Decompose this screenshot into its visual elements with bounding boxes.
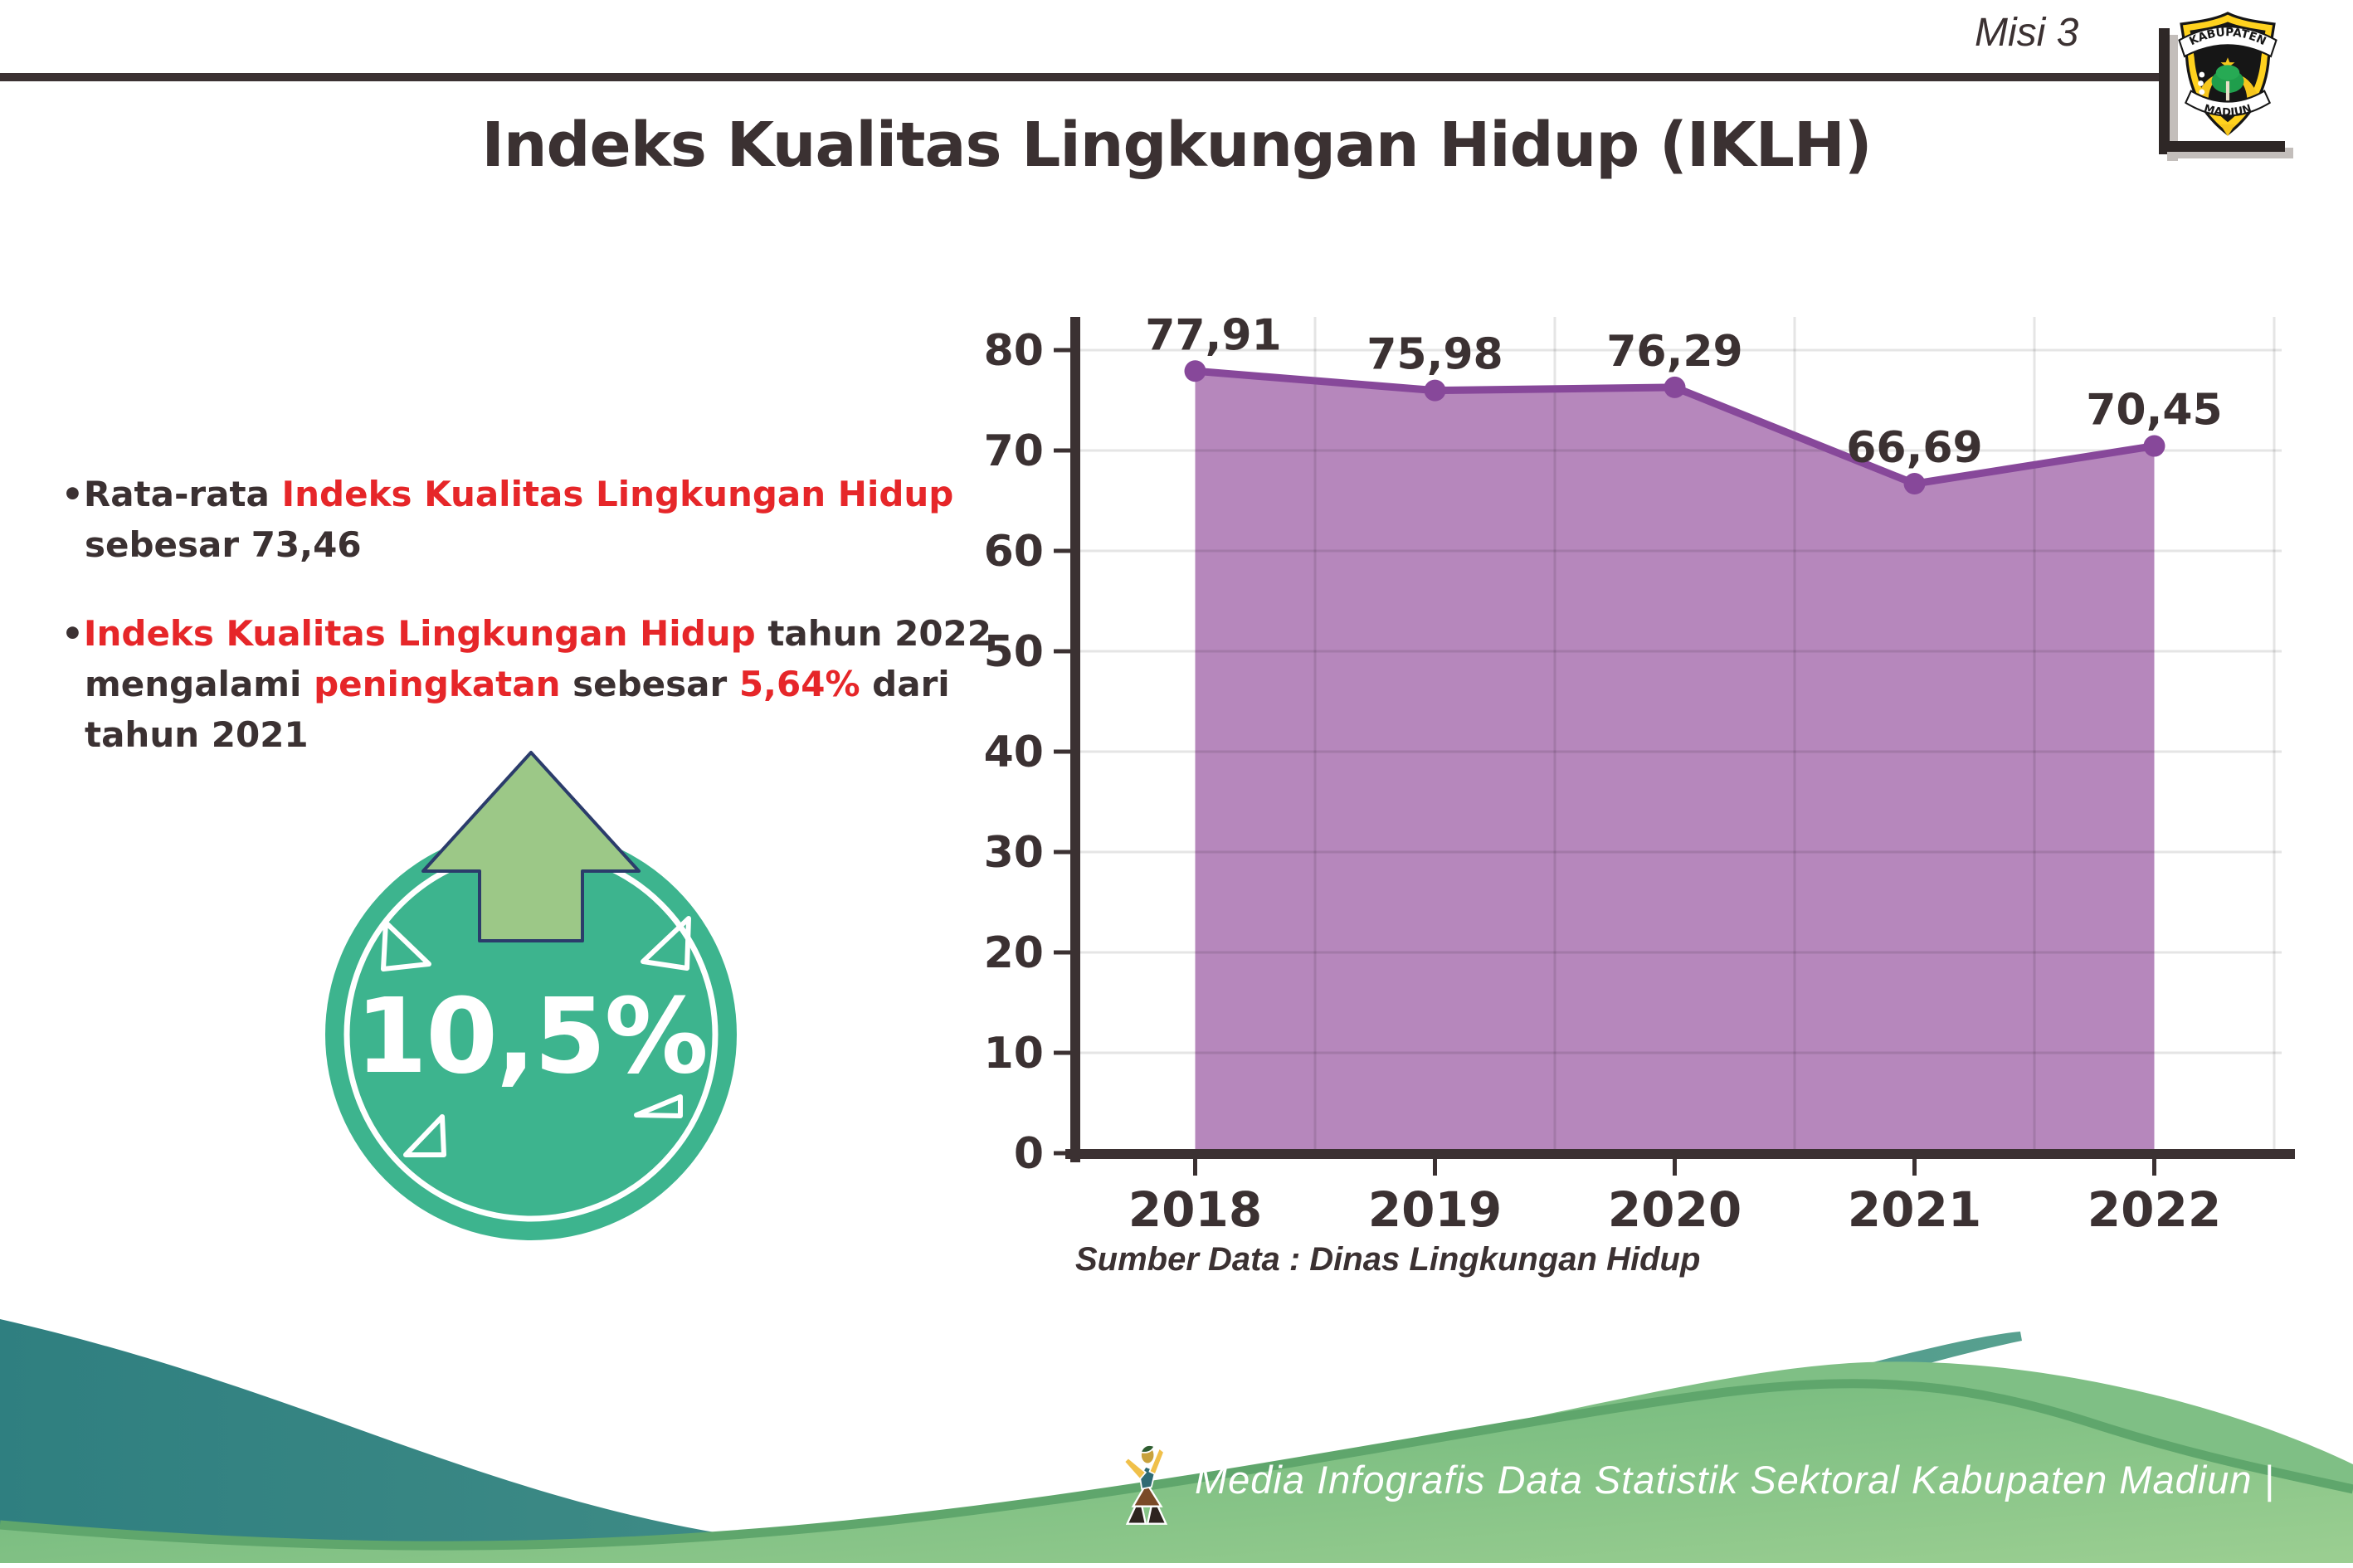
insight-segment: 5,64% — [738, 663, 860, 704]
spark-triangle — [381, 920, 431, 971]
insight-segment: dari tahun 2021 — [85, 663, 950, 755]
x-tick — [1912, 1159, 1917, 1176]
data-label: 75,98 — [1366, 330, 1503, 380]
insight-bullet: •Rata-rata Indeks Kualitas Lingkungan Hi… — [61, 470, 1032, 571]
insight-segment: Indeks Kualitas Lingkungan Hidup — [83, 612, 756, 654]
y-tick-label: 70 — [984, 426, 1044, 476]
badge-circle — [325, 829, 737, 1240]
kabupaten-madiun-logo: KABUPATEN MADIUN — [2178, 12, 2277, 137]
insight-segment: tahun 2022 mengalami — [85, 612, 991, 704]
insight-segment: sebesar 73,46 — [85, 523, 362, 565]
y-tick — [1054, 749, 1070, 754]
cotton-dot — [2199, 89, 2205, 95]
data-label: 76,29 — [1606, 327, 1742, 377]
insight-segment: peningkatan — [314, 663, 561, 704]
spark-triangle — [634, 1094, 683, 1118]
footer-waves — [0, 1319, 2353, 1568]
teal-wave — [0, 1319, 2022, 1566]
spark-triangle — [641, 916, 691, 971]
data-label: 70,45 — [2086, 386, 2222, 436]
data-point-marker — [2143, 435, 2165, 457]
banner-bottom — [2184, 90, 2272, 117]
logo-frame-horizontal — [2159, 141, 2285, 152]
x-tick-label: 2021 — [1848, 1181, 1981, 1238]
wing-right-icon — [2233, 72, 2258, 99]
y-tick-label: 0 — [1014, 1129, 1044, 1179]
logo-bottom-text: MADIUN — [2202, 103, 2253, 119]
data-point-marker — [1184, 360, 1206, 382]
up-arrow-icon — [421, 751, 641, 942]
insight-segment: Rata-rata — [83, 474, 282, 514]
y-tick-label: 30 — [984, 828, 1044, 878]
y-tick-label: 40 — [984, 728, 1044, 777]
area-fill — [1195, 371, 2155, 1153]
y-tick — [1054, 950, 1070, 955]
x-tick — [1433, 1159, 1437, 1176]
x-tick-label: 2019 — [1368, 1181, 1502, 1238]
y-tick — [1054, 548, 1070, 553]
logo-frame-vertical — [2159, 28, 2170, 154]
cotton-dot — [2198, 80, 2204, 86]
data-label: 66,69 — [1846, 423, 1982, 473]
insight-bullet: •Indeks Kualitas Lingkungan Hidup tahun … — [61, 609, 1032, 761]
main-green-wave — [0, 1383, 2353, 1568]
y-tick — [1054, 850, 1070, 855]
spark-triangle — [403, 1114, 446, 1157]
bullet-dot: • — [61, 612, 84, 654]
y-tick-label: 80 — [984, 326, 1044, 376]
y-tick-label: 10 — [984, 1029, 1044, 1079]
data-point-marker — [1903, 473, 1926, 495]
iklh-area-chart: 0 10 20 30 40 50 60 70 80 2018 2019 2020 2021 2022 77,… — [984, 310, 2295, 1238]
bottom-strip — [0, 1563, 2353, 1568]
banner-top — [2178, 26, 2277, 58]
footer-caption: Media Infografis Data Statistik Sektoral… — [1195, 1458, 2275, 1502]
misi-label: Misi 3 — [1975, 11, 2079, 55]
data-point-marker — [1424, 379, 1446, 402]
mascot-icon — [1123, 1444, 1168, 1525]
x-tick-label: 2018 — [1128, 1181, 1262, 1238]
y-tick-label: 50 — [984, 627, 1044, 677]
crest-tip — [2219, 124, 2236, 137]
x-tick — [2152, 1159, 2156, 1176]
bullet-dot: • — [61, 474, 84, 514]
x-tick — [1193, 1159, 1197, 1176]
y-tick — [1054, 649, 1070, 654]
x-tick — [1673, 1159, 1677, 1176]
cotton-dot — [2199, 71, 2205, 78]
y-tick-label: 60 — [984, 527, 1044, 577]
insight-list: •Rata-rata Indeks Kualitas Lingkungan Hi… — [61, 470, 1032, 798]
x-axis-line — [1065, 1149, 2295, 1159]
data-label: 77,91 — [1145, 310, 1281, 360]
y-axis-line — [1070, 317, 1080, 1162]
y-tick — [1054, 1050, 1070, 1055]
y-tick — [1054, 1151, 1070, 1156]
tree-top-icon — [2215, 65, 2240, 80]
wave-edge-line — [0, 1379, 2353, 1551]
y-tick-label: 20 — [984, 928, 1044, 978]
insight-segment: sebesar — [560, 663, 739, 704]
data-point-marker — [1664, 376, 1686, 398]
x-tick-label: 2020 — [1608, 1181, 1742, 1238]
source-note: Sumber Data : Dinas Lingkungan Hidup — [1075, 1241, 1701, 1278]
header-rule — [0, 73, 2177, 81]
x-tick-label: 2022 — [2087, 1181, 2221, 1238]
tree-trunk — [2225, 80, 2230, 101]
badge-value: 10,5% — [355, 976, 707, 1097]
page-title: Indeks Kualitas Lingkungan Hidup (IKLH) — [481, 110, 1872, 181]
y-tick — [1054, 348, 1070, 353]
insight-segment: Indeks Kualitas Lingkungan Hidup — [281, 474, 954, 514]
growth-badge: 10,5% — [325, 751, 737, 1240]
y-tick — [1054, 448, 1070, 453]
